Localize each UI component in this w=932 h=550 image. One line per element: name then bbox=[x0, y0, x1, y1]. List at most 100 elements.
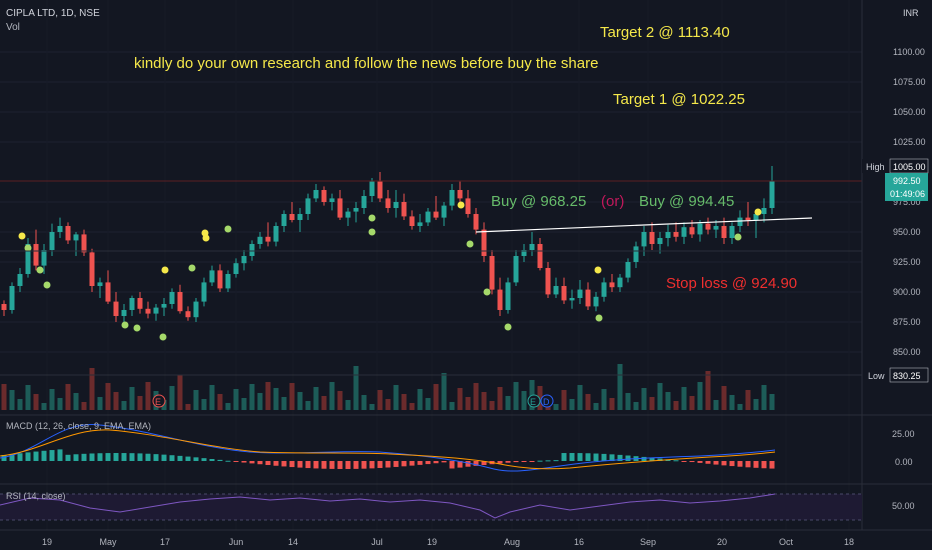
volume-bar-54 bbox=[433, 384, 439, 410]
macd-line bbox=[0, 424, 776, 472]
candle-body-0 bbox=[1, 304, 7, 310]
volume-bar-21 bbox=[169, 386, 175, 410]
signal-dot-18 bbox=[595, 314, 603, 322]
candle-body-62 bbox=[497, 289, 503, 310]
volume-bar-85 bbox=[681, 387, 687, 410]
high-tag-value: 1005.00 bbox=[893, 162, 926, 172]
macd-bar-91 bbox=[729, 461, 735, 467]
volume-bar-40 bbox=[321, 396, 327, 410]
macd-bar-59 bbox=[473, 461, 479, 466]
volume-bar-79 bbox=[633, 402, 639, 410]
macd-signal-line bbox=[0, 429, 776, 470]
macd-axis-25: 25.00 bbox=[892, 429, 915, 439]
macd-bar-42 bbox=[337, 461, 343, 469]
macd-bar-84 bbox=[673, 460, 679, 462]
macd-bar-74 bbox=[593, 453, 599, 461]
volume-bar-2 bbox=[17, 399, 23, 410]
candle-body-39 bbox=[313, 190, 319, 199]
volume-bar-73 bbox=[585, 394, 591, 410]
candle-body-88 bbox=[705, 223, 711, 230]
candle-body-40 bbox=[321, 190, 327, 202]
volume-bar-94 bbox=[753, 399, 759, 410]
volume-bar-65 bbox=[521, 391, 527, 410]
signal-dot-0 bbox=[18, 232, 26, 240]
volume-bar-28 bbox=[225, 403, 231, 410]
low-tag-label: Low bbox=[868, 371, 885, 381]
volume-bar-77 bbox=[617, 364, 623, 410]
volume-bar-95 bbox=[761, 385, 767, 410]
volume-bar-47 bbox=[377, 390, 383, 410]
earnings-marker-2[interactable]: E bbox=[527, 394, 541, 408]
candle-body-58 bbox=[465, 198, 471, 214]
macd-bar-49 bbox=[393, 461, 399, 467]
candle-body-63 bbox=[505, 282, 511, 310]
candle-body-93 bbox=[745, 217, 751, 220]
candle-body-36 bbox=[289, 214, 295, 220]
macd-bar-23 bbox=[185, 456, 191, 461]
macd-bar-17 bbox=[137, 453, 143, 461]
currency-label: INR bbox=[903, 8, 919, 18]
candle-body-87 bbox=[697, 223, 703, 235]
price-tick-0: 1100.00 bbox=[893, 47, 925, 57]
macd-bar-89 bbox=[713, 461, 719, 465]
rsi-label[interactable]: RSI (14, close) bbox=[6, 491, 66, 501]
volume-bar-35 bbox=[281, 397, 287, 410]
macd-bar-19 bbox=[153, 454, 159, 461]
macd-bar-35 bbox=[281, 461, 287, 467]
candle-body-73 bbox=[585, 289, 591, 307]
candle-body-11 bbox=[89, 252, 95, 286]
signal-dot-4 bbox=[121, 321, 129, 329]
macd-bar-76 bbox=[609, 454, 615, 461]
macd-bar-92 bbox=[737, 461, 743, 467]
volume-bar-10 bbox=[81, 402, 87, 410]
volume-bar-6 bbox=[49, 389, 55, 410]
candle-body-17 bbox=[137, 298, 143, 309]
candle-body-20 bbox=[161, 304, 167, 308]
volume-bar-23 bbox=[185, 404, 191, 410]
volume-bar-75 bbox=[601, 389, 607, 410]
candle-body-15 bbox=[121, 310, 127, 316]
candle-body-56 bbox=[449, 190, 455, 206]
candle-body-31 bbox=[249, 244, 255, 256]
high-tag-label-bg bbox=[862, 159, 886, 173]
volume-label[interactable]: Vol bbox=[6, 22, 20, 33]
low-tag-bg bbox=[889, 367, 929, 383]
signal-dot-3 bbox=[43, 281, 51, 289]
macd-bar-3 bbox=[25, 452, 31, 461]
candle-body-65 bbox=[521, 250, 527, 256]
candle-body-44 bbox=[353, 208, 359, 212]
candle-body-51 bbox=[409, 216, 415, 226]
volume-bar-43 bbox=[345, 400, 351, 410]
macd-bar-94 bbox=[753, 461, 759, 468]
volume-bar-55 bbox=[441, 373, 447, 410]
volume-bar-39 bbox=[313, 387, 319, 410]
volume-bar-17 bbox=[137, 396, 143, 410]
candle-body-8 bbox=[65, 226, 71, 241]
dividend-marker[interactable]: D bbox=[540, 394, 554, 408]
signal-dot-7 bbox=[161, 266, 169, 274]
macd-bar-40 bbox=[321, 461, 327, 469]
symbol-title[interactable]: CIPLA LTD, 1D, NSE bbox=[6, 8, 100, 19]
candle-body-61 bbox=[489, 256, 495, 290]
macd-label[interactable]: MACD (12, 26, close, 9, EMA, EMA) bbox=[6, 421, 152, 431]
time-tick-8: 16 bbox=[574, 537, 584, 547]
volume-bar-89 bbox=[713, 400, 719, 410]
volume-bar-70 bbox=[561, 390, 567, 410]
volume-bar-58 bbox=[465, 397, 471, 410]
volume-bar-80 bbox=[641, 388, 647, 410]
volume-bar-84 bbox=[673, 401, 679, 410]
macd-bar-11 bbox=[89, 453, 95, 461]
time-tick-2: 17 bbox=[160, 537, 170, 547]
macd-bar-93 bbox=[745, 461, 751, 468]
volume-bar-14 bbox=[113, 392, 119, 410]
candle-body-72 bbox=[577, 289, 583, 298]
macd-bar-7 bbox=[57, 449, 63, 461]
macd-bar-51 bbox=[409, 461, 415, 466]
candle-body-80 bbox=[641, 232, 647, 247]
time-tick-3: Jun bbox=[229, 537, 244, 547]
signal-dot-10 bbox=[224, 225, 232, 233]
earnings-marker-1[interactable]: E bbox=[152, 394, 166, 408]
time-tick-9: Sep bbox=[640, 537, 656, 547]
candle-body-50 bbox=[401, 202, 407, 217]
